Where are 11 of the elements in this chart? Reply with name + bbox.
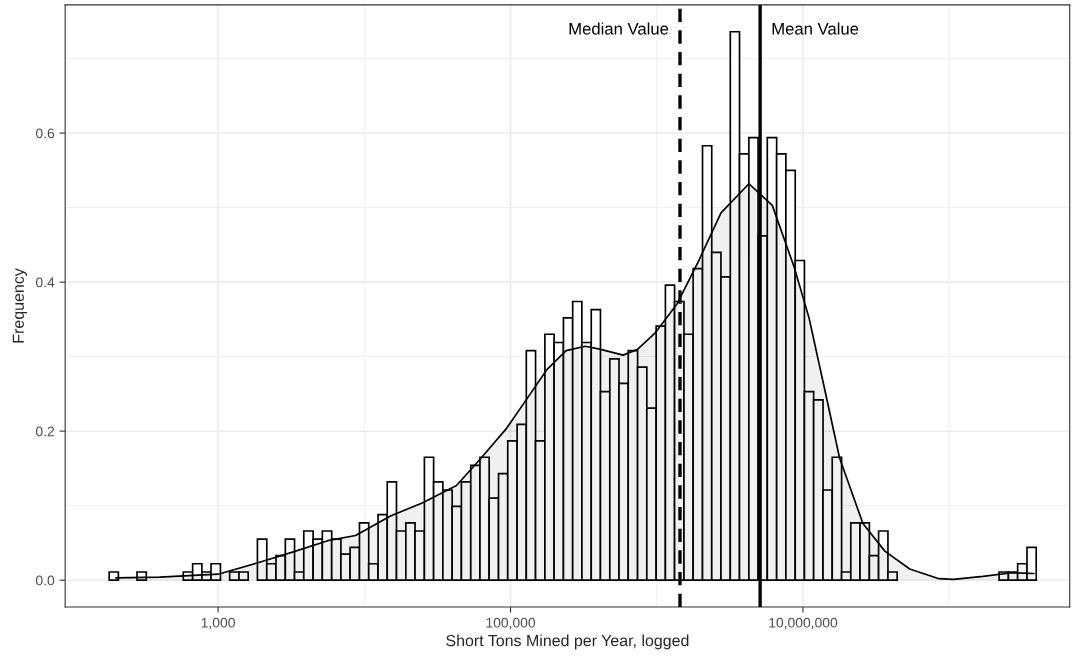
x-tick-label: 10,000,000	[769, 617, 838, 630]
y-tick-label: 0.2	[35, 426, 55, 437]
ref-line-label: Median Value	[569, 22, 669, 35]
x-tick-label: 100,000	[486, 617, 536, 630]
x-tick-label: 1,000	[201, 617, 235, 630]
y-tick-label: 0.0	[35, 575, 55, 586]
ref-line-label: Mean Value	[772, 22, 859, 35]
x-axis-title: Short Tons Mined per Year, logged	[446, 634, 689, 650]
y-tick-label: 0.4	[35, 277, 55, 288]
y-axis-title: Frequency	[12, 268, 28, 343]
y-tick-label: 0.6	[35, 128, 55, 139]
